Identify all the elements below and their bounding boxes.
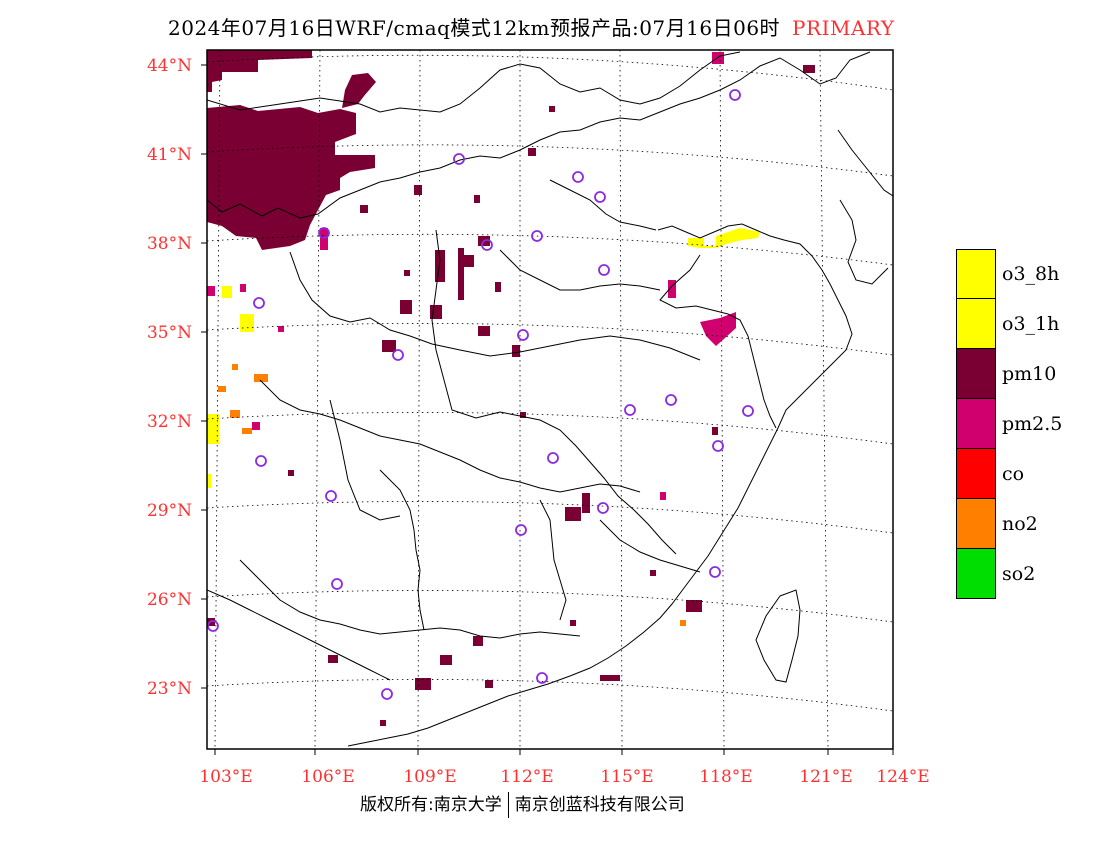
lon-label: 112°E	[500, 767, 553, 787]
copyright-footer: 版权所有:南京大学 南京创蓝科技有限公司	[360, 790, 685, 818]
axis-ticks	[201, 64, 894, 755]
legend-label: no2	[1002, 513, 1038, 535]
legend-swatch	[956, 449, 996, 499]
legend-item: co	[956, 449, 1086, 499]
legend-label: so2	[1002, 563, 1036, 585]
lon-label: 109°E	[403, 767, 456, 787]
legend-label: o3_1h	[1002, 313, 1060, 335]
lon-label: 121°E	[799, 767, 852, 787]
lat-label: 41°N	[147, 145, 192, 165]
legend-item: o3_1h	[956, 299, 1086, 349]
lon-label: 124°E	[876, 767, 929, 787]
legend-swatch	[956, 249, 996, 299]
pm10-region-north	[342, 73, 376, 108]
legend-swatch	[956, 349, 996, 399]
legend-label: pm10	[1002, 363, 1057, 385]
legend-item: pm2.5	[956, 399, 1086, 449]
legend-swatch	[956, 299, 996, 349]
longitude-labels: 103°E 106°E 109°E 112°E 115°E 118°E 121°…	[199, 767, 929, 787]
lon-label: 106°E	[301, 767, 354, 787]
legend-swatch	[956, 499, 996, 549]
legend-item: so2	[956, 549, 1086, 599]
legend: o3_8h o3_1h pm10 pm2.5 co no2 so2	[956, 249, 1086, 599]
legend-label: co	[1002, 463, 1025, 485]
lat-label: 38°N	[147, 234, 192, 254]
pm10-region-northwest	[207, 50, 312, 92]
station-markers	[207, 89, 754, 700]
footer-separator	[507, 792, 509, 818]
map-frame	[206, 49, 894, 750]
legend-item: pm10	[956, 349, 1086, 399]
lat-label: 44°N	[147, 56, 192, 76]
map-content	[207, 50, 893, 749]
lon-label: 103°E	[199, 767, 252, 787]
graticule	[207, 50, 893, 749]
legend-label: o3_8h	[1002, 263, 1060, 285]
footer-right: 南京创蓝科技有限公司	[514, 795, 685, 815]
lat-label: 35°N	[147, 323, 192, 343]
latitude-labels: 44°N 41°N 38°N 35°N 32°N 29°N 26°N 23°N	[147, 56, 192, 699]
map-title: 2024年07月16日WRF/cmaq模式12km预报产品:07月16日06时 P…	[168, 12, 895, 41]
lat-label: 32°N	[147, 412, 192, 432]
title-text: 2024年07月16日WRF/cmaq模式12km预报产品:07月16日06时	[168, 16, 781, 40]
lon-label: 115°E	[600, 767, 653, 787]
lat-label: 26°N	[147, 590, 192, 610]
legend-item: no2	[956, 499, 1086, 549]
lat-label: 23°N	[147, 679, 192, 699]
o3-cells	[207, 228, 760, 488]
lon-label: 118°E	[699, 767, 752, 787]
no2-cells	[218, 364, 686, 626]
lat-label: 29°N	[147, 501, 192, 521]
boundary-lines	[207, 51, 893, 747]
legend-swatch	[956, 549, 996, 599]
legend-item: o3_8h	[956, 249, 1086, 299]
status-label: PRIMARY	[792, 16, 895, 40]
legend-label: pm2.5	[1002, 413, 1063, 435]
footer-left: 版权所有:南京大学	[360, 795, 502, 815]
legend-swatch	[956, 399, 996, 449]
pm10-region-mongolia	[207, 105, 375, 250]
